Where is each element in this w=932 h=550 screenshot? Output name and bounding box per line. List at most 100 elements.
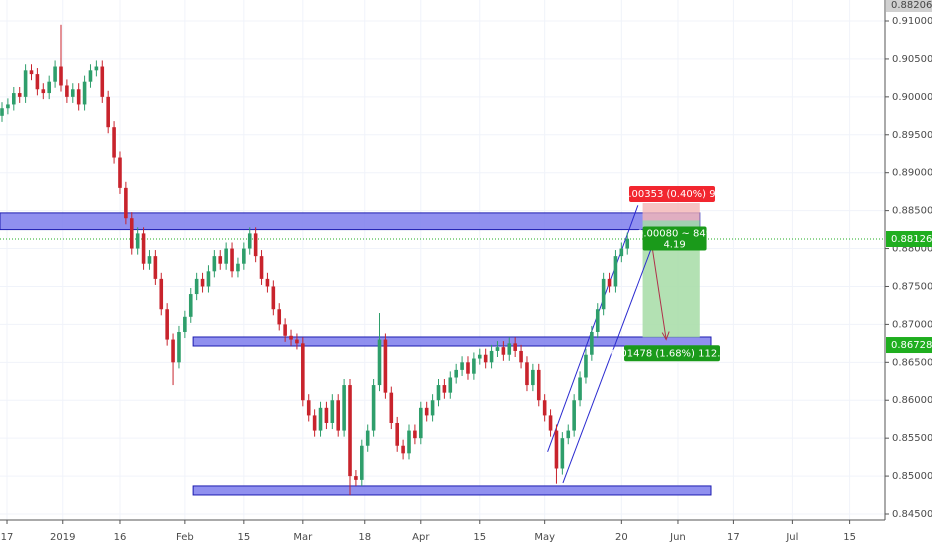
candle-body	[65, 85, 69, 97]
candle-body	[525, 362, 529, 386]
candle-body	[76, 89, 81, 105]
x-tick-label: 15	[237, 532, 250, 543]
candle-body	[135, 233, 140, 249]
candle-body	[566, 430, 571, 439]
x-tick-label: 16	[114, 532, 127, 543]
candle-body	[59, 66, 63, 86]
candle-body	[584, 354, 588, 378]
candle-body	[501, 347, 506, 355]
x-tick-label: 17	[1, 532, 14, 543]
candle-body	[212, 256, 217, 272]
zone	[0, 212, 701, 231]
candle-body	[625, 238, 630, 249]
target-label: 0.01478 (1.68%) 112.55	[611, 348, 733, 359]
candle-body	[301, 343, 305, 401]
candle-body	[560, 438, 565, 469]
candle-body	[295, 339, 299, 344]
candle-body	[454, 369, 458, 378]
candle-body	[141, 233, 146, 264]
candle-body	[436, 385, 441, 401]
x-tick-label: Jun	[669, 532, 686, 543]
y-tick-label: 0.90000	[892, 92, 932, 103]
candle-body	[554, 430, 559, 469]
x-tick-label: May	[534, 532, 555, 543]
candle-body	[277, 309, 282, 325]
candle-body	[171, 339, 175, 363]
x-tick-label: 20	[615, 532, 628, 543]
stop-label-bg	[629, 186, 715, 203]
x-tick-label: Feb	[176, 532, 194, 543]
candle-body	[536, 369, 541, 401]
candle-body	[348, 385, 352, 477]
candle-body	[12, 93, 16, 105]
candle-body	[442, 385, 447, 393]
y-tick-label: 0.90500	[892, 54, 932, 65]
target-label-bg	[624, 345, 720, 362]
entry-label-bg	[642, 226, 707, 251]
candle-body	[595, 309, 600, 332]
x-tick-label: Jul	[785, 532, 798, 543]
candle-body	[312, 415, 317, 431]
y-tick-label: 0.91000	[892, 16, 932, 27]
y-tick-label: 0.87500	[892, 281, 932, 292]
candle-body	[578, 377, 582, 401]
price-label-bg	[886, 230, 932, 247]
x-tick-label: 2019	[50, 532, 75, 543]
zone	[192, 485, 712, 496]
candle-body	[413, 430, 417, 439]
candle-body	[306, 400, 311, 416]
candle-body	[324, 407, 329, 423]
y-tick-label: 0.87000	[892, 319, 932, 330]
price-label: 0.86728	[891, 340, 932, 351]
candle-body	[477, 354, 482, 359]
y-tick-label: 0.84500	[892, 509, 932, 520]
candle-body	[23, 70, 28, 97]
candle-body	[112, 127, 116, 158]
candle-body	[513, 343, 517, 351]
candle-body	[242, 248, 246, 264]
candle-body	[82, 81, 87, 105]
candle-body	[590, 331, 594, 355]
candle-body	[342, 385, 346, 431]
candle-body	[247, 233, 252, 249]
candle-body	[601, 278, 606, 310]
candle-body	[159, 278, 164, 310]
candle-body	[206, 271, 211, 287]
candle-body	[548, 415, 553, 431]
candle-body	[360, 445, 364, 480]
candle-body	[124, 187, 128, 219]
candle-body	[259, 256, 264, 279]
arrow	[650, 238, 667, 340]
candle-body	[153, 256, 158, 279]
candle-body	[507, 343, 512, 355]
y-tick-label: 0.85000	[892, 471, 932, 482]
candle-body	[100, 66, 105, 97]
top-price: 0.88206	[891, 0, 932, 11]
y-tick-label: 0.88500	[892, 206, 932, 217]
y-tick-label: 0.86500	[892, 357, 932, 368]
candle-body	[613, 256, 618, 287]
candle-body	[519, 350, 523, 363]
candle-body	[371, 385, 376, 431]
candle-body	[318, 407, 323, 431]
candle-body	[424, 407, 429, 416]
candle-body	[489, 350, 494, 363]
candle-body	[395, 422, 400, 446]
candle-body	[194, 278, 199, 295]
candle-body	[330, 400, 335, 423]
candle-body	[218, 256, 223, 264]
candle-body	[383, 339, 388, 393]
y-tick-label: 0.88000	[892, 244, 932, 255]
candle-body	[365, 430, 370, 446]
y-tick-label: 0.89500	[892, 130, 932, 141]
candle-body	[188, 294, 193, 317]
candle-body	[265, 278, 270, 287]
x-tick-label: 18	[358, 532, 371, 543]
candle-body	[35, 74, 40, 90]
candle-body	[253, 233, 258, 257]
candle-body	[53, 66, 57, 82]
candle-body	[41, 89, 46, 94]
x-tick-label: 17	[727, 532, 740, 543]
x-tick-label: 15	[473, 532, 486, 543]
